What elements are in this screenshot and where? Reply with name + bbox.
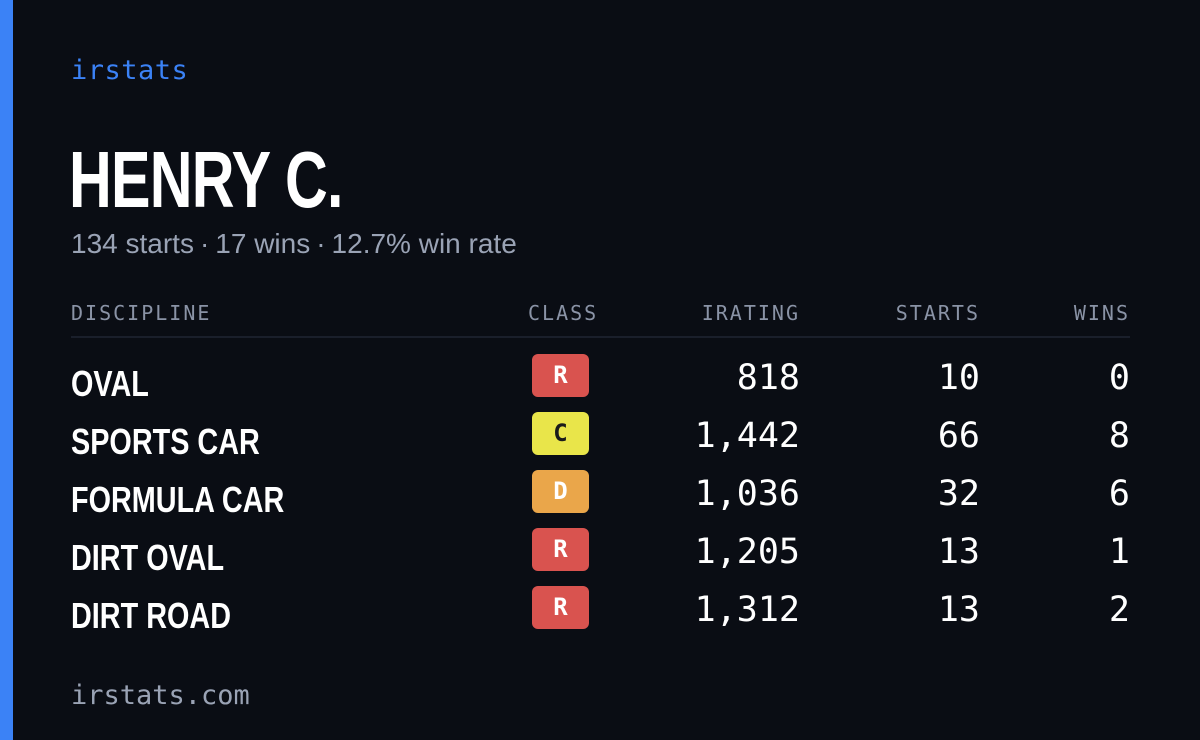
wins-value: 1 (1108, 532, 1130, 572)
driver-summary: 134 starts · 17 wins · 12.7% win rate (71, 228, 517, 260)
table-row: SPORTS CAR C 1,442 66 8 (0, 410, 1200, 468)
wins-value: 6 (1108, 474, 1130, 514)
irating-value: 1,036 (694, 474, 800, 514)
discipline-name: OVAL (71, 363, 149, 404)
irating-value: 1,312 (694, 590, 800, 630)
accent-bar (0, 0, 13, 740)
starts-value: 66 (937, 416, 980, 456)
wins-summary: 17 wins (215, 228, 311, 259)
header-discipline: DISCIPLINE (71, 301, 212, 325)
starts-value: 13 (937, 532, 980, 572)
class-badge: R (532, 528, 589, 571)
header-class: CLASS (528, 301, 599, 325)
table-row: DIRT ROAD R 1,312 13 2 (0, 584, 1200, 642)
starts-summary: 134 starts (71, 228, 194, 259)
class-badge: C (532, 412, 589, 455)
starts-value: 13 (937, 590, 980, 630)
summary-separator: · (199, 228, 210, 259)
wins-value: 2 (1108, 590, 1130, 630)
discipline-name: FORMULA CAR (71, 479, 285, 520)
irating-value: 1,442 (694, 416, 800, 456)
class-badge: D (532, 470, 589, 513)
header-irating: IRATING (701, 301, 800, 325)
header-divider (71, 336, 1130, 338)
class-badge: R (532, 354, 589, 397)
starts-value: 10 (937, 358, 980, 398)
discipline-name: DIRT OVAL (71, 537, 225, 578)
brand-logo: irstats (71, 55, 189, 86)
summary-separator: · (316, 228, 326, 259)
header-wins: WINS (1073, 301, 1130, 325)
irating-value: 1,205 (694, 532, 800, 572)
table-row: OVAL R 818 10 0 (0, 352, 1200, 410)
footer-url: irstats.com (71, 680, 250, 711)
wins-value: 0 (1108, 358, 1130, 398)
irating-value: 818 (736, 358, 800, 398)
starts-value: 32 (937, 474, 980, 514)
driver-name: HENRY C. (69, 135, 343, 224)
wins-value: 8 (1108, 416, 1130, 456)
discipline-name: DIRT ROAD (71, 595, 231, 636)
win-rate-summary: 12.7% win rate (331, 228, 517, 259)
discipline-name: SPORTS CAR (71, 421, 260, 462)
table-row: FORMULA CAR D 1,036 32 6 (0, 468, 1200, 526)
header-starts: STARTS (895, 301, 980, 325)
class-badge: R (532, 586, 589, 629)
table-row: DIRT OVAL R 1,205 13 1 (0, 526, 1200, 584)
